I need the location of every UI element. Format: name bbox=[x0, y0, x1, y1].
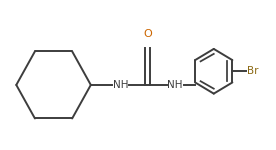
Text: NH: NH bbox=[113, 80, 128, 90]
Text: NH: NH bbox=[167, 80, 183, 90]
Text: Br: Br bbox=[247, 66, 258, 76]
Text: O: O bbox=[143, 29, 152, 39]
